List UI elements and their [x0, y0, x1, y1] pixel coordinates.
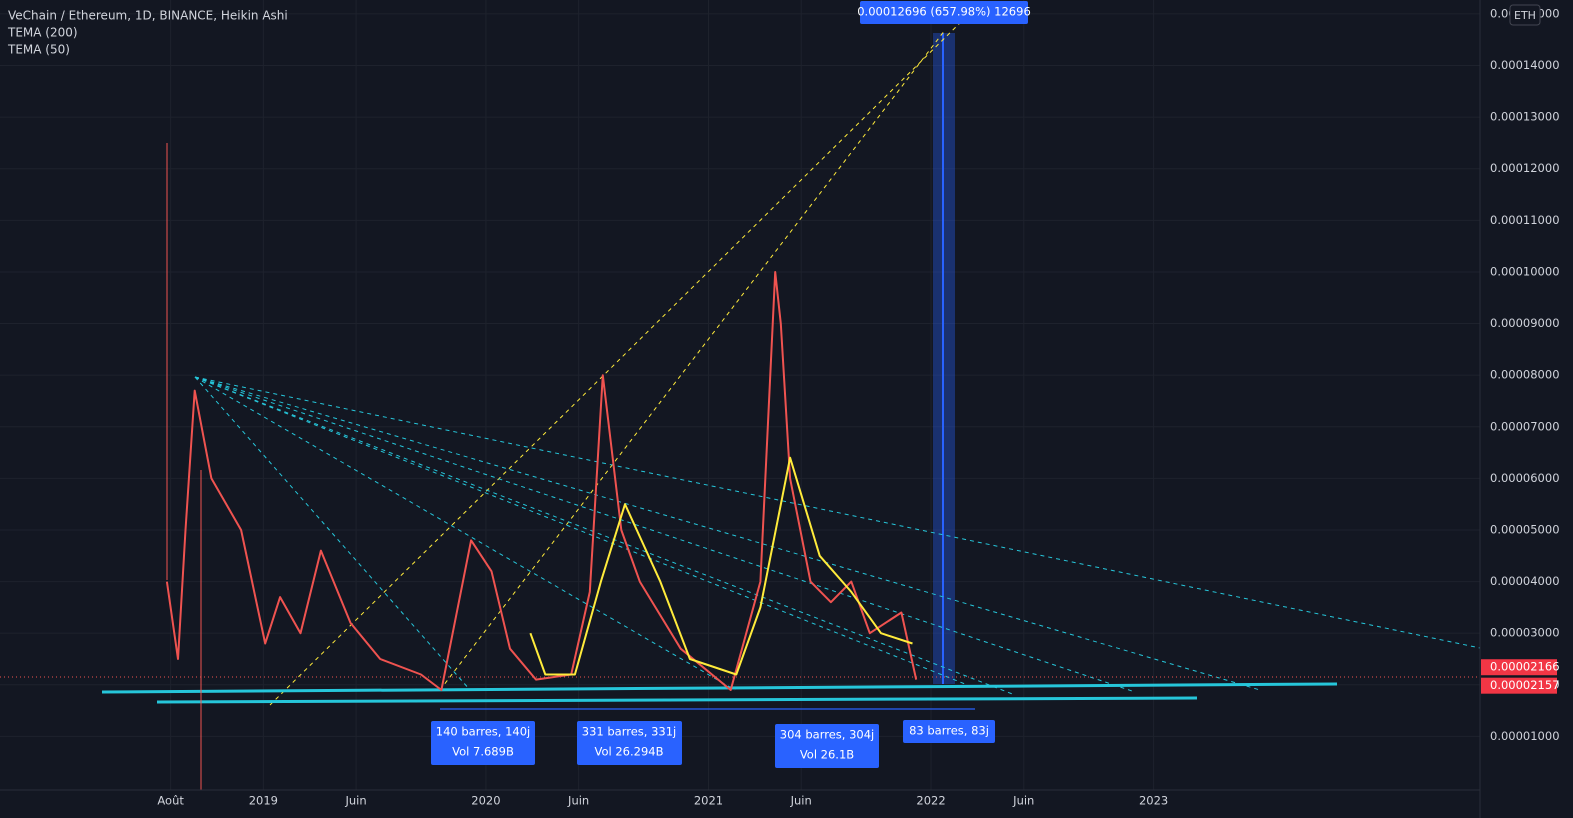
fan-line	[194, 376, 1016, 696]
y-tick-label: 0.00006000	[1490, 471, 1560, 485]
x-tick-label: 2021	[694, 794, 723, 808]
x-tick-label: 2022	[916, 794, 945, 808]
currency-badge	[1509, 4, 1541, 26]
measure-label: 0.00012696 (657.98%) 12696	[857, 5, 1031, 19]
x-tick-label: Juin	[567, 794, 589, 808]
annotation: 304 barres, 304j	[780, 728, 874, 742]
fan-line	[194, 376, 1261, 691]
drawings	[0, 14, 1481, 790]
fan-line	[194, 376, 1136, 693]
y-tick-label: 0.00013000	[1490, 110, 1560, 124]
chart-title: VeChain / Ethereum, 1D, BINANCE, Heikin …	[8, 9, 288, 23]
annotation: 83 barres, 83j	[909, 724, 989, 738]
x-tick-label: Juin	[345, 794, 367, 808]
fan-line	[194, 376, 736, 691]
x-tick-label: Juin	[790, 794, 812, 808]
annotation-box	[431, 721, 535, 765]
y-tick-label: 0.00008000	[1490, 368, 1560, 382]
y-tick-label: 0.00012000	[1490, 161, 1560, 175]
support-line	[101, 682, 1338, 694]
fan-line	[194, 376, 1481, 649]
x-tick-label: 2019	[249, 794, 278, 808]
y-tick-label: 0.00009000	[1490, 316, 1560, 330]
annotations: 140 barres, 140j Vol 7.689B 331 barres, …	[431, 720, 995, 768]
measure-bg	[860, 1, 1028, 24]
x-tick-label: 2020	[471, 794, 500, 808]
y-tick-label: 0.00011000	[1490, 213, 1560, 227]
trendline	[269, 14, 969, 706]
x-tick-label: 2023	[1139, 794, 1168, 808]
y-tick-label: 0.00001000	[1490, 729, 1560, 743]
annotation-box	[775, 724, 879, 768]
y-tick-label: 0.00003000	[1490, 626, 1560, 640]
y-tick-label: 0.00004000	[1490, 574, 1560, 588]
support-line	[156, 696, 1198, 704]
plot	[165, 271, 918, 691]
price-label: 0.00002166	[1490, 660, 1560, 674]
y-tick-label: 0.00014000	[1490, 58, 1560, 72]
series-line	[529, 456, 913, 676]
annotation: 140 barres, 140j	[436, 725, 530, 739]
currency: ETH	[1514, 9, 1536, 22]
trendline	[439, 29, 946, 691]
annotation: Vol 26.294B	[595, 745, 664, 759]
series-line	[165, 271, 918, 691]
price-label: 0.00002157	[1490, 678, 1560, 692]
x-tick-label: Août	[157, 794, 184, 808]
price-label-bg	[1481, 677, 1557, 694]
price-label-bg	[1481, 659, 1557, 676]
fan-line	[194, 376, 471, 691]
annotation: 331 barres, 331j	[582, 725, 676, 739]
fan-line	[194, 376, 966, 685]
measure-box: 0.00012696 (657.98%) 12696	[857, 1, 1031, 24]
annotation-box	[577, 721, 682, 765]
annotation-box	[903, 720, 995, 743]
legend-entry: TEMA (50)	[7, 43, 70, 57]
y-tick-label: 0.00007000	[1490, 419, 1560, 433]
annotation: Vol 26.1B	[800, 748, 854, 762]
legend-entry: TEMA (200)	[7, 26, 78, 40]
y-tick-label: 0.00005000	[1490, 522, 1560, 536]
annotation: Vol 7.689B	[452, 745, 514, 759]
x-tick-label: Juin	[1012, 794, 1034, 808]
y-tick-label: 0.00010000	[1490, 264, 1560, 278]
axes: 0.000010000.000020000.000030000.00004000…	[157, 6, 1559, 807]
